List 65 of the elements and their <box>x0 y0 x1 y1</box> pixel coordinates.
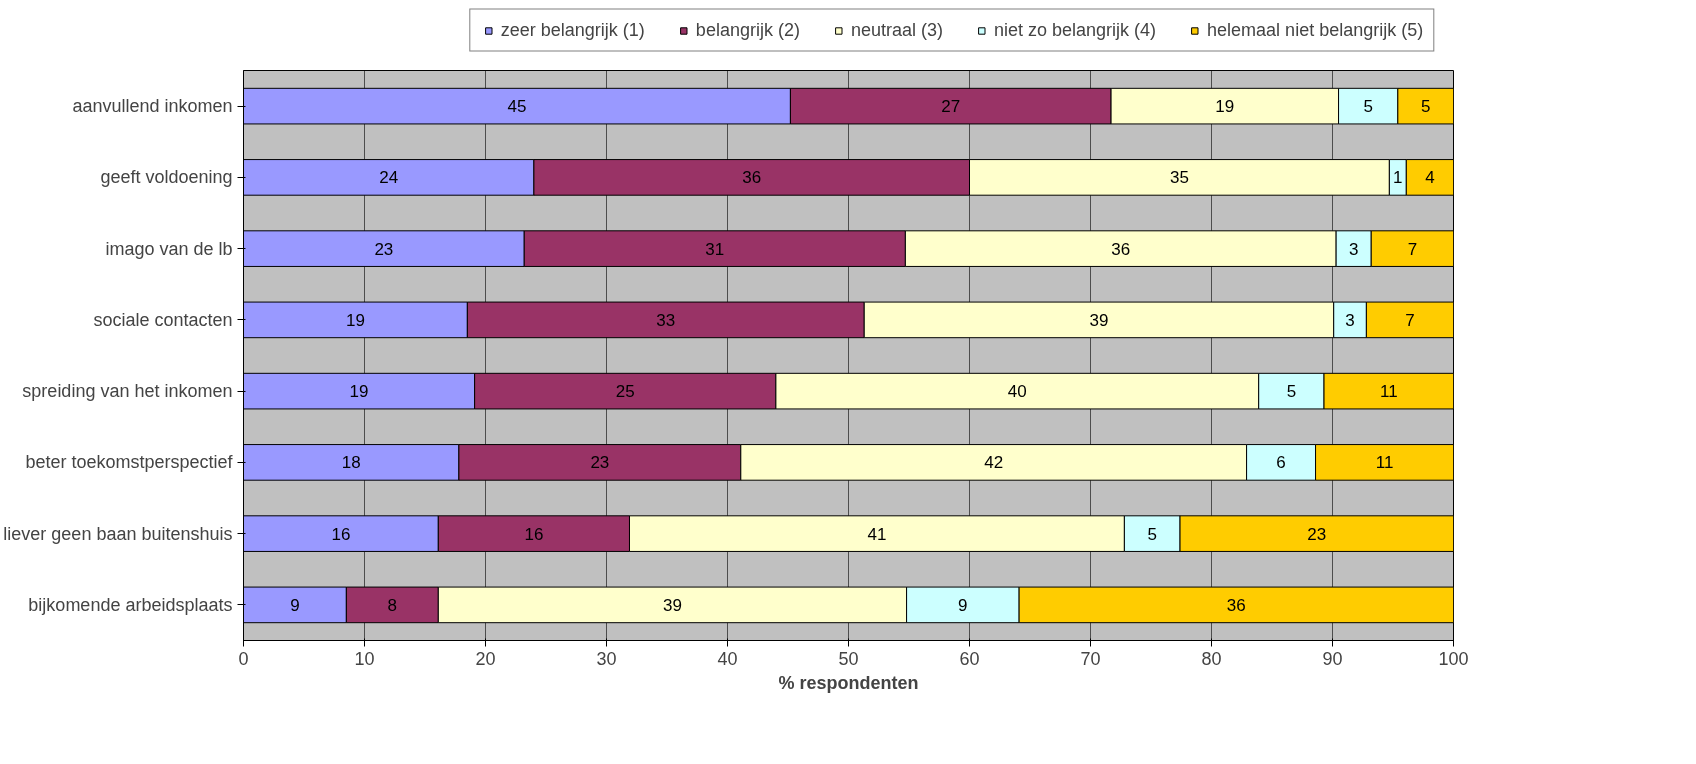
y-tick-label: aanvullend inkomen <box>72 96 233 117</box>
y-tick-label: liever geen baan buitenshuis <box>3 523 233 544</box>
x-tick-label: 60 <box>959 648 980 669</box>
data-label: 7 <box>1405 310 1415 330</box>
data-label: 16 <box>331 524 351 544</box>
data-label: 4 <box>1425 168 1435 188</box>
data-label: 42 <box>984 453 1004 473</box>
y-tick-label: imago van de lb <box>105 238 233 259</box>
legend-label: niet zo belangrijk (4) <box>993 19 1157 41</box>
x-tick-label: 20 <box>475 648 496 669</box>
legend-label: neutraal (3) <box>850 19 943 41</box>
data-label: 40 <box>1007 382 1027 402</box>
data-label: 11 <box>1379 382 1398 402</box>
x-tick-label: 50 <box>838 648 859 669</box>
x-tick-label: 90 <box>1322 648 1343 669</box>
x-tick-label: 10 <box>354 648 375 669</box>
data-label: 11 <box>1375 453 1394 473</box>
data-label: 45 <box>507 97 527 117</box>
x-tick-label: 70 <box>1080 648 1101 669</box>
data-label: 19 <box>345 310 365 330</box>
x-tick-label: 100 <box>1438 648 1469 669</box>
data-label: 23 <box>374 239 394 259</box>
data-label: 5 <box>1420 97 1431 117</box>
data-label: 3 <box>1345 310 1355 330</box>
data-label: 18 <box>341 453 361 473</box>
data-label: 23 <box>1307 524 1327 544</box>
y-tick-label: bijkomende arbeidsplaats <box>28 594 233 615</box>
data-label: 5 <box>1286 382 1297 402</box>
data-label: 19 <box>349 382 369 402</box>
data-label: 9 <box>958 595 968 615</box>
x-tick-label: 30 <box>596 648 617 669</box>
data-label: 1 <box>1393 168 1403 188</box>
data-label: 24 <box>379 168 399 188</box>
legend-label: helemaal niet belangrijk (5) <box>1207 19 1424 41</box>
data-label: 5 <box>1363 97 1373 117</box>
data-label: 3 <box>1348 239 1359 259</box>
data-label: 35 <box>1169 168 1189 188</box>
y-tick-label: beter toekomstperspectief <box>25 452 234 473</box>
data-label: 16 <box>524 524 544 544</box>
data-label: 6 <box>1276 453 1286 473</box>
data-label: 23 <box>590 453 610 473</box>
data-label: 36 <box>1111 239 1131 259</box>
data-label: 31 <box>705 239 725 259</box>
legend-label: belangrijk (2) <box>695 19 800 41</box>
x-tick-label: 0 <box>238 648 249 669</box>
data-label: 8 <box>387 595 398 615</box>
legend-label: zeer belangrijk (1) <box>500 19 645 41</box>
y-tick-label: spreiding van het inkomen <box>22 381 233 402</box>
x-tick-label: 40 <box>717 648 738 669</box>
data-label: 27 <box>941 97 961 117</box>
data-label: 39 <box>1089 310 1109 330</box>
data-label: 36 <box>742 168 762 188</box>
data-label: 9 <box>290 595 300 615</box>
data-label: 25 <box>615 382 635 402</box>
x-tick-label: 80 <box>1201 648 1222 669</box>
y-tick-label: sociale contacten <box>93 309 233 330</box>
data-label: 41 <box>867 524 887 544</box>
data-label: 33 <box>656 310 676 330</box>
data-label: 39 <box>662 595 682 615</box>
data-label: 5 <box>1147 524 1157 544</box>
data-label: 7 <box>1407 239 1418 259</box>
data-label: 19 <box>1215 97 1235 117</box>
x-axis-title: % respondenten <box>778 672 919 693</box>
y-tick-label: geeft voldoening <box>100 167 233 188</box>
data-label: 36 <box>1226 595 1246 615</box>
